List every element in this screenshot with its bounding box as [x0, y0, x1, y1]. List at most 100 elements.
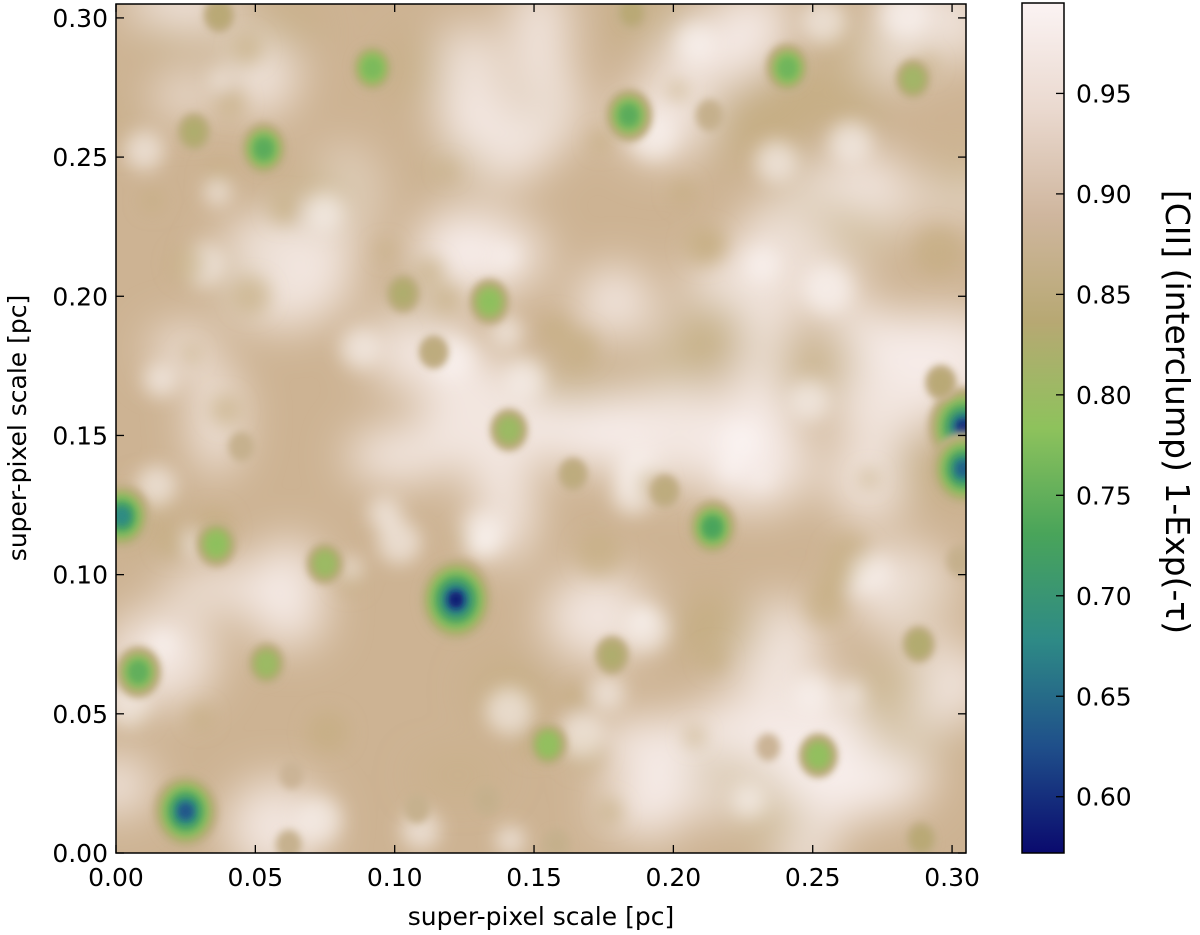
y-tick-label: 0.00	[52, 839, 108, 868]
diffuse-speck	[753, 471, 771, 489]
diffuse-speck	[135, 465, 177, 507]
diffuse-patch	[574, 265, 655, 338]
diffuse-lane	[518, 95, 554, 120]
diffuse-patch	[150, 326, 214, 373]
clump	[542, 828, 571, 853]
diffuse-lane	[116, 105, 147, 127]
clump	[418, 557, 494, 643]
colorbar-tick-label: 0.70	[1076, 582, 1132, 611]
diffuse-speck	[296, 796, 342, 843]
diffuse-speck	[731, 783, 766, 818]
clump-core	[543, 739, 553, 750]
clump-contour	[542, 828, 571, 853]
clump	[650, 474, 680, 508]
clump-core	[449, 591, 463, 608]
diffuse-lane	[525, 354, 618, 406]
x-tick-label: 0.10	[367, 863, 423, 892]
x-tick-label: 0.05	[228, 863, 284, 892]
clump-core	[367, 63, 377, 74]
diffuse-speck	[269, 194, 300, 225]
diffuse-speck	[670, 179, 695, 205]
diffuse-speck	[494, 245, 519, 270]
diffuse-patch	[155, 75, 214, 117]
x-tick-label: 0.00	[88, 863, 144, 892]
clump-core	[908, 74, 918, 84]
diffuse-lane	[631, 349, 700, 391]
y-tick-label: 0.15	[52, 421, 108, 450]
diffuse-speck	[157, 528, 188, 559]
clump	[203, 4, 235, 33]
clump	[490, 408, 528, 452]
diffuse-speck	[722, 423, 759, 459]
clump-core	[320, 558, 330, 569]
diffuse-lane	[819, 211, 898, 256]
x-axis-ticks: 0.00 0.05 0.10 0.15 0.20 0.25 0.30	[88, 4, 980, 892]
colorbar-tick-label: 0.65	[1076, 682, 1132, 711]
clump	[279, 761, 304, 789]
clump-core	[211, 539, 221, 549]
diffuse-speck	[858, 468, 880, 490]
clump	[687, 499, 738, 556]
diffuse-speck	[124, 130, 165, 171]
diffuse-speck	[231, 33, 264, 65]
diffuse-speck	[597, 798, 624, 825]
diffuse-lane	[867, 724, 965, 761]
clump	[152, 773, 219, 849]
diffuse-patch	[251, 538, 324, 616]
clump-core	[116, 509, 128, 523]
y-tick-label: 0.25	[52, 143, 108, 172]
clump	[765, 42, 810, 94]
diffuse-speck	[485, 687, 533, 735]
colorbar-tick-label: 0.85	[1076, 280, 1132, 309]
diffuse-patch	[431, 24, 503, 139]
clump	[472, 784, 501, 816]
colorbar-ticks: 0.60 0.65 0.70 0.75 0.80 0.85 0.90 0.95	[1056, 79, 1132, 812]
diffuse-speck	[558, 712, 605, 758]
clump	[946, 544, 966, 577]
clump-core	[399, 289, 408, 298]
diffuse-patch	[225, 779, 327, 853]
diffuse-speck	[304, 192, 344, 232]
clump	[275, 829, 302, 853]
clump-core	[552, 841, 560, 849]
diffuse-speck	[801, 4, 847, 45]
diffuse-speck	[701, 646, 727, 672]
clump	[604, 88, 653, 143]
clump-core	[706, 111, 714, 119]
diffuse-speck	[376, 240, 395, 260]
clump	[895, 58, 932, 100]
clump-core	[262, 659, 271, 669]
diffuse-speck	[881, 4, 928, 37]
diffuse-lane	[853, 672, 907, 732]
clump	[176, 112, 212, 152]
x-tick-label: 0.15	[506, 863, 562, 892]
clump-core	[661, 487, 669, 495]
diffuse-speck	[188, 704, 213, 730]
diffuse-lane	[900, 584, 943, 612]
diffuse-speck	[504, 358, 546, 400]
clump	[247, 642, 286, 686]
clump-core	[288, 771, 295, 779]
clump	[902, 625, 935, 663]
clump-core	[413, 805, 421, 812]
diffuse-speck	[340, 556, 363, 579]
y-tick-label: 0.20	[52, 282, 108, 311]
diffuse-lane	[415, 764, 501, 786]
diffuse-speck	[683, 725, 706, 748]
diffuse-speck	[792, 674, 833, 715]
clump-contour	[946, 544, 966, 577]
diffuse-speck	[631, 606, 653, 628]
diffuse-speck	[840, 683, 863, 706]
clump-core	[782, 62, 793, 74]
y-tick-label: 0.10	[52, 561, 108, 590]
diffuse-lane	[253, 4, 316, 55]
diffuse-speck	[914, 226, 963, 275]
diffuse-speck	[432, 284, 462, 314]
x-tick-label: 0.20	[646, 863, 702, 892]
colorbar-bar	[1021, 2, 1065, 854]
diffuse-lane	[922, 156, 966, 201]
diffuse-lane	[677, 614, 750, 640]
diffuse-speck	[306, 711, 349, 754]
diffuse-lane	[770, 332, 861, 397]
diffuse-speck	[495, 825, 526, 853]
